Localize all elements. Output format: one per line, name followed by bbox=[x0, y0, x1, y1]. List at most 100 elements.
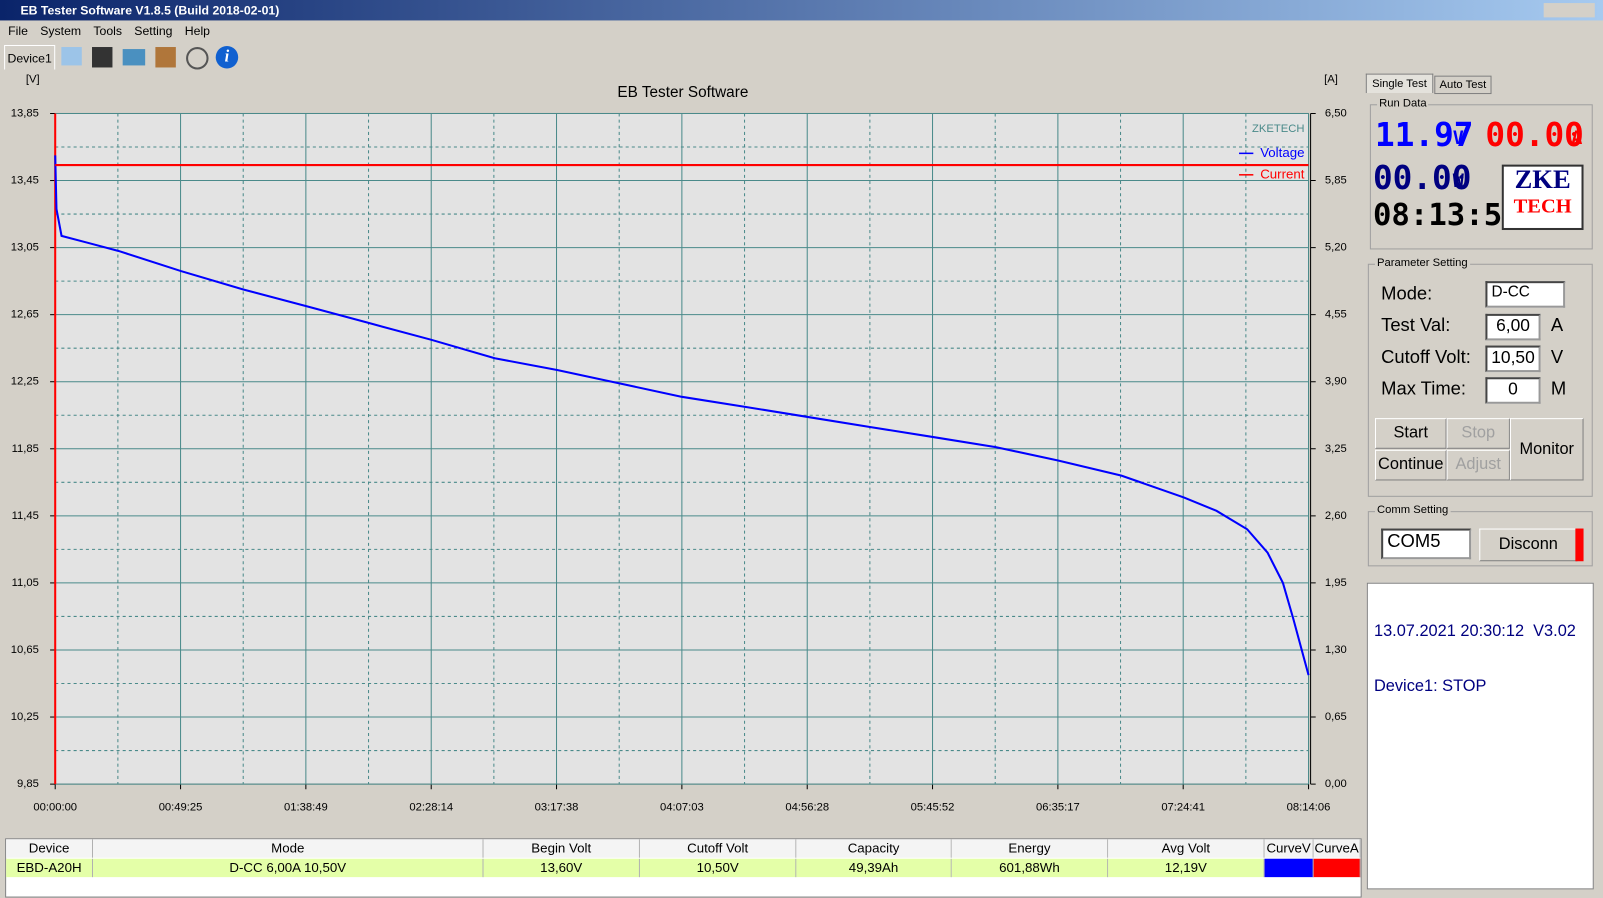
current-display: 00.00 bbox=[1485, 115, 1584, 155]
continue-button[interactable]: Continue bbox=[1374, 449, 1447, 481]
y-tick-label: 13,85 bbox=[11, 107, 39, 119]
logo: ZKE TECH bbox=[1501, 164, 1584, 231]
tab[interactable]: Single Test bbox=[1365, 73, 1434, 94]
series-line bbox=[54, 155, 1310, 676]
y-tick-label: 13,45 bbox=[11, 175, 39, 187]
y-tick-label: 9,85 bbox=[17, 778, 39, 790]
legend-label: Voltage bbox=[1260, 145, 1304, 160]
title-bar: EB Tester Software V1.8.5 (Build 2018-02… bbox=[0, 0, 1603, 21]
voltage-display: 11.97 bbox=[1374, 115, 1474, 155]
power-unit: W bbox=[1452, 170, 1464, 193]
param-label: Cutoff Volt: bbox=[1381, 346, 1471, 368]
x-tick-label: 04:07:03 bbox=[660, 802, 704, 814]
y-tick-label: 10,65 bbox=[11, 644, 39, 656]
y2-tick-label: 5,85 bbox=[1325, 175, 1347, 187]
x-tick-label: 07:24:41 bbox=[1161, 802, 1205, 814]
y-tick-label: 12,65 bbox=[11, 309, 39, 321]
x-tick-label: 00:00:00 bbox=[33, 802, 77, 814]
disconnect-button[interactable]: Disconn bbox=[1479, 528, 1578, 562]
connection-indicator bbox=[1575, 528, 1584, 562]
param-label: Mode: bbox=[1381, 283, 1433, 304]
y2-tick-label: 1,30 bbox=[1325, 644, 1347, 656]
menu-item[interactable]: File bbox=[8, 23, 28, 38]
param-label: Test Val: bbox=[1381, 314, 1451, 336]
y-tick-label: 11,05 bbox=[12, 577, 39, 589]
table-header: CurveV bbox=[1264, 839, 1314, 858]
table-cell: 49,39Ah bbox=[796, 858, 952, 878]
tools-icon[interactable] bbox=[155, 47, 176, 68]
window-controls[interactable] bbox=[1543, 3, 1595, 18]
voltage-unit: V bbox=[1452, 127, 1464, 150]
port-select[interactable]: COM5 bbox=[1381, 528, 1472, 560]
y2-tick-label: 1,95 bbox=[1325, 577, 1347, 589]
table-header: CurveA bbox=[1313, 839, 1361, 858]
table-header: Capacity bbox=[796, 839, 952, 858]
mode-select[interactable]: D-CC bbox=[1485, 281, 1566, 308]
toolbar: i bbox=[59, 45, 243, 70]
table-cell: 12,19V bbox=[1108, 858, 1265, 878]
y2-tick-label: 3,25 bbox=[1325, 443, 1347, 455]
adjust-button[interactable]: Adjust bbox=[1446, 449, 1510, 481]
current-unit: A bbox=[1571, 127, 1583, 150]
y2-tick-label: 3,90 bbox=[1325, 376, 1347, 388]
info-icon[interactable]: i bbox=[215, 46, 239, 69]
power-display: 00.00 bbox=[1372, 158, 1472, 198]
max-time-input[interactable]: 0 bbox=[1485, 377, 1541, 404]
y2-tick-label: 0,00 bbox=[1325, 778, 1347, 790]
x-tick-label: 05:45:52 bbox=[911, 802, 955, 814]
open-icon[interactable] bbox=[61, 47, 82, 66]
x-tick-label: 08:14:06 bbox=[1287, 802, 1331, 814]
x-tick-label: 02:28:14 bbox=[409, 802, 453, 814]
menu-item[interactable]: Setting bbox=[134, 23, 173, 38]
comm-group: Comm Setting COM5 Disconn bbox=[1367, 503, 1593, 567]
window-title: EB Tester Software V1.8.5 (Build 2018-02… bbox=[20, 3, 280, 18]
result-table: Device Mode Begin Volt Cutoff Volt Capacity E… bbox=[5, 838, 1362, 898]
param-unit: V bbox=[1550, 346, 1564, 368]
tab[interactable]: Auto Test bbox=[1434, 75, 1492, 95]
monitor-button[interactable]: Monitor bbox=[1509, 418, 1584, 481]
test-val-input[interactable]: 6,00 bbox=[1485, 313, 1541, 341]
group-caption: Run Data bbox=[1377, 97, 1429, 110]
parameter-group: Parameter Setting Mode: D-CC Test Val: 6… bbox=[1367, 256, 1593, 497]
table-cell: 13,60V bbox=[483, 858, 640, 878]
y2-axis-label: [A] bbox=[1324, 74, 1338, 86]
y-tick-label: 13,05 bbox=[11, 242, 39, 254]
time-display: 08:13:59 bbox=[1372, 197, 1521, 234]
table-header: Avg Volt bbox=[1108, 839, 1265, 858]
log-line: 13.07.2021 20:30:12 V3.02 bbox=[1373, 622, 1576, 640]
table-header: Device bbox=[6, 839, 94, 858]
menu-item[interactable]: System bbox=[40, 23, 82, 38]
param-unit: M bbox=[1550, 378, 1567, 399]
curve-color-cell bbox=[1264, 858, 1314, 878]
group-caption: Comm Setting bbox=[1374, 503, 1451, 517]
y-axis-label: [V] bbox=[26, 74, 40, 86]
table-cell: D-CC 6,00A 10,50V bbox=[93, 858, 484, 878]
save-icon[interactable] bbox=[92, 47, 113, 68]
stop-button[interactable]: Stop bbox=[1446, 418, 1510, 449]
logo-text: ZKE bbox=[1514, 164, 1571, 195]
y2-tick-label: 6,50 bbox=[1325, 107, 1347, 119]
x-tick-label: 01:38:49 bbox=[284, 802, 328, 814]
param-unit: A bbox=[1550, 314, 1564, 336]
y-tick-label: 11,85 bbox=[12, 443, 39, 455]
log-line: Device1: STOP bbox=[1373, 677, 1487, 696]
x-tick-label: 00:49:25 bbox=[159, 802, 203, 814]
chart: EB Tester Software [V] [A] ZKETECH 00:00… bbox=[0, 69, 1360, 829]
zoom-icon[interactable] bbox=[186, 47, 209, 70]
chart-title: EB Tester Software bbox=[617, 84, 748, 101]
group-caption: Parameter Setting bbox=[1374, 256, 1470, 269]
menu-item[interactable]: Help bbox=[184, 23, 211, 38]
y-tick-label: 12,25 bbox=[11, 376, 39, 388]
y2-tick-label: 0,65 bbox=[1325, 711, 1347, 723]
table-cell: EBD-A20H bbox=[6, 858, 94, 878]
menu-item[interactable]: Tools bbox=[93, 23, 123, 38]
cutoff-input[interactable]: 10,50 bbox=[1485, 345, 1541, 373]
y-tick-label: 11,45 bbox=[12, 510, 39, 522]
start-button[interactable]: Start bbox=[1374, 418, 1447, 449]
curve-color-cell bbox=[1313, 858, 1361, 878]
legend-label: Current bbox=[1260, 166, 1305, 181]
table-cell: 601,88Wh bbox=[951, 858, 1109, 878]
device-tab[interactable]: Device1 bbox=[4, 44, 56, 72]
table-cell: 10,50V bbox=[639, 858, 797, 878]
chart-icon[interactable] bbox=[122, 49, 146, 66]
